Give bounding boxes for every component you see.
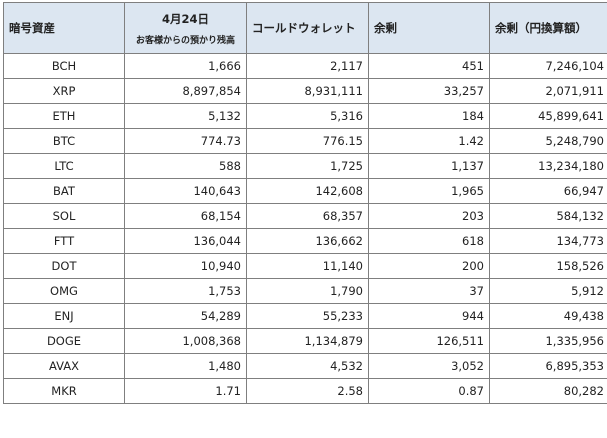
header-asset: 暗号資産 <box>3 2 125 54</box>
header-surplus: 余剰 <box>368 2 490 54</box>
table-row: OMG 1,753 1,790 37 5,912 <box>3 278 607 304</box>
customer-balance-cell: 1,666 <box>124 53 247 79</box>
cold-wallet-cell: 1,790 <box>246 278 369 304</box>
surplus-cell: 203 <box>368 203 490 229</box>
customer-balance-cell: 54,289 <box>124 303 247 329</box>
customer-balance-cell: 774.73 <box>124 128 247 154</box>
surplus-cell: 944 <box>368 303 490 329</box>
table-body: BCH 1,666 2,117 451 7,246,104 XRP 8,897,854 8,9… <box>3 53 607 404</box>
customer-balance-cell: 1,008,368 <box>124 328 247 354</box>
table-row: SOL 68,154 68,357 203 584,132 <box>3 203 607 229</box>
surplus-jpy-cell: 158,526 <box>489 253 607 279</box>
asset-cell: MKR <box>3 378 125 404</box>
asset-cell: OMG <box>3 278 125 304</box>
table-row: ENJ 54,289 55,233 944 49,438 <box>3 303 607 329</box>
surplus-jpy-cell: 6,895,353 <box>489 353 607 379</box>
header-row: 暗号資産 4月24日 お客様からの預かり残高 コールドウォレット 余剰 余剰（円… <box>3 2 607 54</box>
header-date: 4月24日 <box>161 11 209 26</box>
table-row: FTT 136,044 136,662 618 134,773 <box>3 228 607 254</box>
surplus-cell: 200 <box>368 253 490 279</box>
surplus-cell: 451 <box>368 53 490 79</box>
asset-cell: XRP <box>3 78 125 104</box>
surplus-jpy-cell: 2,071,911 <box>489 78 607 104</box>
asset-cell: ENJ <box>3 303 125 329</box>
cold-wallet-cell: 5,316 <box>246 103 369 129</box>
cold-wallet-cell: 142,608 <box>246 178 369 204</box>
customer-balance-cell: 1,753 <box>124 278 247 304</box>
surplus-jpy-cell: 13,234,180 <box>489 153 607 179</box>
cold-wallet-cell: 8,931,111 <box>246 78 369 104</box>
cold-wallet-cell: 136,662 <box>246 228 369 254</box>
asset-cell: BAT <box>3 178 125 204</box>
asset-cell: AVAX <box>3 353 125 379</box>
cold-wallet-cell: 2.58 <box>246 378 369 404</box>
surplus-jpy-cell: 80,282 <box>489 378 607 404</box>
header-cold-wallet: コールドウォレット <box>246 2 369 54</box>
table-row: MKR 1.71 2.58 0.87 80,282 <box>3 378 607 404</box>
asset-cell: ETH <box>3 103 125 129</box>
table-row: ETH 5,132 5,316 184 45,899,641 <box>3 103 607 129</box>
surplus-cell: 1,965 <box>368 178 490 204</box>
table-row: LTC 588 1,725 1,137 13,234,180 <box>3 153 607 179</box>
surplus-jpy-cell: 1,335,956 <box>489 328 607 354</box>
surplus-jpy-cell: 5,248,790 <box>489 128 607 154</box>
asset-cell: SOL <box>3 203 125 229</box>
asset-cell: DOGE <box>3 328 125 354</box>
header-customer-balance: 4月24日 お客様からの預かり残高 <box>124 2 247 54</box>
customer-balance-cell: 68,154 <box>124 203 247 229</box>
surplus-cell: 33,257 <box>368 78 490 104</box>
surplus-cell: 37 <box>368 278 490 304</box>
header-date-subtitle: お客様からの預かり残高 <box>135 35 235 46</box>
cold-wallet-cell: 4,532 <box>246 353 369 379</box>
asset-cell: DOT <box>3 253 125 279</box>
cold-wallet-cell: 776.15 <box>246 128 369 154</box>
header-surplus-jpy: 余剰（円換算額） <box>489 2 607 54</box>
asset-cell: BCH <box>3 53 125 79</box>
customer-balance-cell: 1.71 <box>124 378 247 404</box>
surplus-cell: 618 <box>368 228 490 254</box>
customer-balance-cell: 136,044 <box>124 228 247 254</box>
crypto-holdings-table: 暗号資産 4月24日 お客様からの預かり残高 コールドウォレット 余剰 余剰（円… <box>3 2 607 404</box>
cold-wallet-cell: 68,357 <box>246 203 369 229</box>
asset-cell: LTC <box>3 153 125 179</box>
surplus-cell: 0.87 <box>368 378 490 404</box>
table-row: BCH 1,666 2,117 451 7,246,104 <box>3 53 607 79</box>
surplus-jpy-cell: 45,899,641 <box>489 103 607 129</box>
surplus-cell: 126,511 <box>368 328 490 354</box>
cold-wallet-cell: 1,725 <box>246 153 369 179</box>
table-row: XRP 8,897,854 8,931,111 33,257 2,071,911 <box>3 78 607 104</box>
asset-cell: BTC <box>3 128 125 154</box>
table-row: DOT 10,940 11,140 200 158,526 <box>3 253 607 279</box>
table-row: AVAX 1,480 4,532 3,052 6,895,353 <box>3 353 607 379</box>
surplus-jpy-cell: 5,912 <box>489 278 607 304</box>
surplus-cell: 3,052 <box>368 353 490 379</box>
cold-wallet-cell: 2,117 <box>246 53 369 79</box>
surplus-jpy-cell: 134,773 <box>489 228 607 254</box>
asset-cell: FTT <box>3 228 125 254</box>
table-header: 暗号資産 4月24日 お客様からの預かり残高 コールドウォレット 余剰 余剰（円… <box>3 2 607 54</box>
cold-wallet-cell: 55,233 <box>246 303 369 329</box>
customer-balance-cell: 588 <box>124 153 247 179</box>
table-row: DOGE 1,008,368 1,134,879 126,511 1,335,956 <box>3 328 607 354</box>
table-row: BAT 140,643 142,608 1,965 66,947 <box>3 178 607 204</box>
table-row: BTC 774.73 776.15 1.42 5,248,790 <box>3 128 607 154</box>
surplus-jpy-cell: 584,132 <box>489 203 607 229</box>
cold-wallet-cell: 11,140 <box>246 253 369 279</box>
customer-balance-cell: 1,480 <box>124 353 247 379</box>
surplus-jpy-cell: 7,246,104 <box>489 53 607 79</box>
surplus-cell: 184 <box>368 103 490 129</box>
customer-balance-cell: 8,897,854 <box>124 78 247 104</box>
surplus-cell: 1.42 <box>368 128 490 154</box>
customer-balance-cell: 140,643 <box>124 178 247 204</box>
customer-balance-cell: 5,132 <box>124 103 247 129</box>
cold-wallet-cell: 1,134,879 <box>246 328 369 354</box>
customer-balance-cell: 10,940 <box>124 253 247 279</box>
surplus-jpy-cell: 49,438 <box>489 303 607 329</box>
surplus-jpy-cell: 66,947 <box>489 178 607 204</box>
surplus-cell: 1,137 <box>368 153 490 179</box>
